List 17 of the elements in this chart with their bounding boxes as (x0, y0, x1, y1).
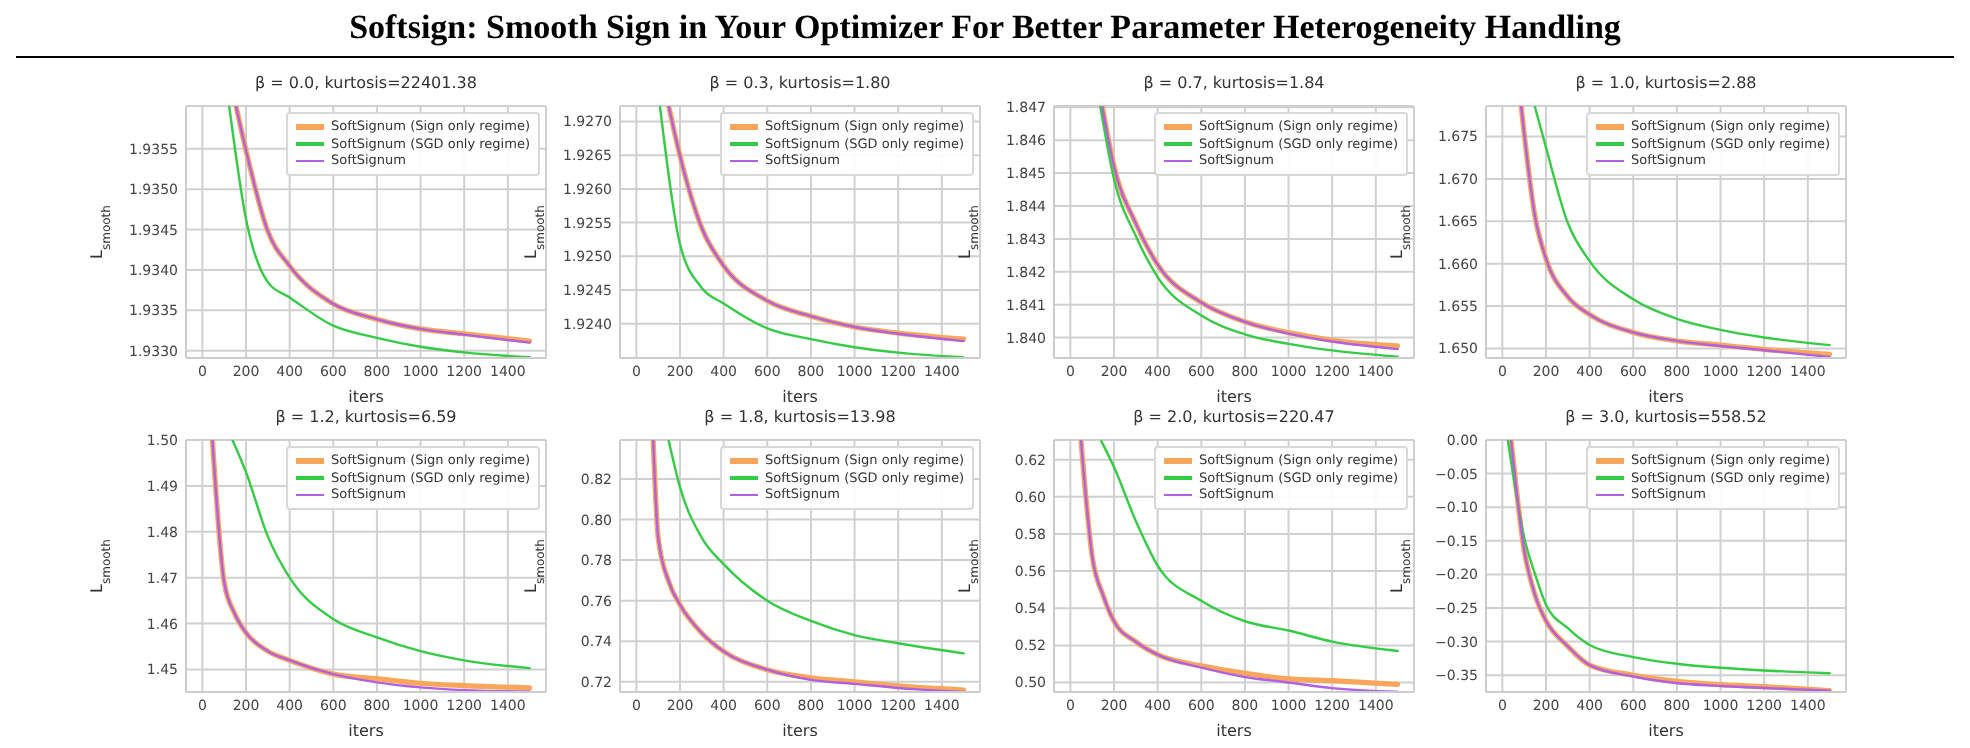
chart-title: β = 0.0, kurtosis=22401.38 (253, 74, 479, 92)
x-axis-title: iters (782, 722, 818, 740)
chart-title: β = 1.0, kurtosis=2.88 (1573, 74, 1759, 92)
chart-title: β = 1.8, kurtosis=13.98 (702, 408, 898, 426)
x-axis-title: iters (782, 388, 818, 406)
chart-title: β = 2.0, kurtosis=220.47 (1131, 408, 1337, 426)
chart-title: β = 0.3, kurtosis=1.80 (707, 74, 893, 92)
chart-title: β = 3.0, kurtosis=558.52 (1563, 408, 1769, 426)
x-axis-title: iters (1648, 388, 1684, 406)
x-axis-title: iters (1216, 722, 1252, 740)
chart-title: β = 1.2, kurtosis=6.59 (273, 408, 459, 426)
x-axis-title: iters (1216, 388, 1252, 406)
x-axis-title: iters (348, 722, 384, 740)
chart-title: β = 0.7, kurtosis=1.84 (1141, 74, 1327, 92)
x-axis-title: iters (348, 388, 384, 406)
x-axis-title: iters (1648, 722, 1684, 740)
text: Softsign: Smooth Sign in Your Optimizer For Better Parameter Heterogeneity Handling (16, 8, 1954, 58)
